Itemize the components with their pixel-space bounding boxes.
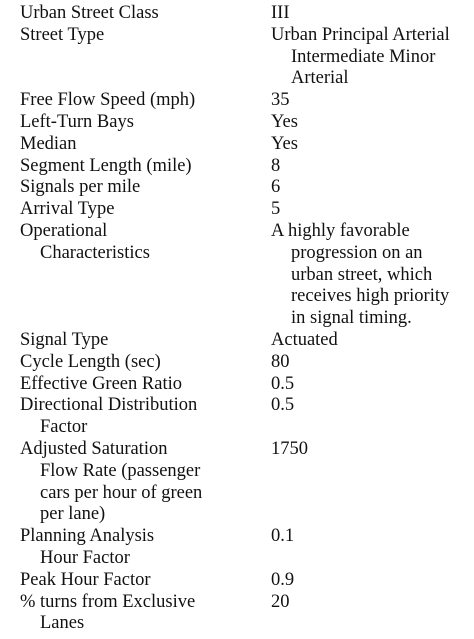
row-label: Effective Green Ratio	[20, 374, 271, 396]
label-line: per lane)	[40, 504, 106, 525]
label-line: Effective Green Ratio	[20, 373, 182, 394]
row-value: Urban Principal Arterial Intermediate Mi…	[271, 25, 470, 90]
row-label: Arrival Type	[20, 199, 271, 221]
value-line: Intermediate Minor	[291, 46, 436, 67]
value-line: 80	[271, 351, 290, 372]
table-row-adjusted-saturation-flow-rate: Adjusted Saturation Flow Rate (passenger…	[20, 439, 470, 526]
value-line: 0.5	[271, 395, 295, 416]
row-value: 35	[271, 90, 470, 112]
label-line: Characteristics	[40, 242, 150, 263]
row-value: 0.1	[271, 526, 470, 548]
value-line: urban street, which	[291, 264, 433, 285]
label-line: Flow Rate (passenger	[40, 460, 201, 481]
label-line: % turns from Exclusive	[20, 591, 196, 612]
label-line: Street Type	[20, 24, 105, 45]
row-value: Actuated	[271, 330, 470, 352]
value-line: A highly favorable	[271, 220, 410, 241]
table-row-street-type: Street Type Urban Principal Arterial Int…	[20, 25, 470, 90]
row-label: Street Type	[20, 25, 271, 47]
table-row-signals-per-mile: Signals per mile 6	[20, 177, 470, 199]
label-line: Signal Type	[20, 329, 109, 350]
value-line: 6	[271, 177, 281, 198]
value-line: III	[271, 3, 290, 23]
row-label: Segment Length (mile)	[20, 156, 271, 178]
value-line: Actuated	[271, 329, 338, 350]
label-line: Signals per mile	[20, 177, 141, 198]
label-line: Cycle Length (sec)	[20, 351, 161, 372]
label-line: Peak Hour Factor	[20, 569, 151, 590]
table-row-urban-street-class: Urban Street Class III	[20, 3, 470, 25]
table-row-median: Median Yes	[20, 134, 470, 156]
row-label: Median	[20, 134, 271, 156]
row-value: Yes	[271, 134, 470, 156]
table-row-signal-type: Signal Type Actuated	[20, 330, 470, 352]
table-row-left-turn-bays: Left-Turn Bays Yes	[20, 112, 470, 134]
label-line: Operational	[20, 220, 108, 241]
row-value: Yes	[271, 112, 470, 134]
table-row-segment-length: Segment Length (mile) 8	[20, 156, 470, 178]
label-line: cars per hour of green	[40, 482, 203, 503]
row-label: Cycle Length (sec)	[20, 352, 271, 374]
row-value: A highly favorable progression on an urb…	[271, 221, 470, 330]
value-line: Yes	[271, 133, 298, 154]
parameter-table: Urban Street Class III Street Type Urban…	[20, 3, 470, 635]
value-line: 8	[271, 155, 281, 176]
table-row-directional-distribution-factor: Directional Distribution Factor 0.5	[20, 395, 470, 439]
row-label: Signal Type	[20, 330, 271, 352]
table-row-effective-green-ratio: Effective Green Ratio 0.5	[20, 374, 470, 396]
row-label: Signals per mile	[20, 177, 271, 199]
row-label: Free Flow Speed (mph)	[20, 90, 271, 112]
table-row-peak-hour-factor: Peak Hour Factor 0.9	[20, 570, 470, 592]
value-line: 0.1	[271, 526, 295, 547]
row-label: Urban Street Class	[20, 3, 271, 25]
value-line: 0.5	[271, 373, 295, 394]
label-line: Median	[20, 133, 77, 154]
label-line: Urban Street Class	[20, 3, 159, 23]
value-line: receives high priority	[291, 286, 450, 307]
label-line: Arrival Type	[20, 199, 115, 220]
table-row-free-flow-speed: Free Flow Speed (mph) 35	[20, 90, 470, 112]
row-value: III	[271, 3, 470, 25]
row-value: 0.5	[271, 395, 470, 417]
row-label: % turns from Exclusive Lanes	[20, 592, 271, 636]
row-value: 0.9	[271, 570, 470, 592]
label-line: Adjusted Saturation	[20, 438, 168, 459]
label-line: Free Flow Speed (mph)	[20, 90, 196, 111]
label-line: Lanes	[40, 613, 85, 634]
value-line: 0.9	[271, 569, 295, 590]
value-line: Urban Principal Arterial	[271, 24, 450, 45]
value-line: Yes	[271, 111, 298, 132]
row-value: 6	[271, 177, 470, 199]
value-line: Arterial	[291, 68, 349, 89]
value-line: 1750	[271, 438, 308, 459]
table-row-planning-analysis-hour-factor: Planning Analysis Hour Factor 0.1	[20, 526, 470, 570]
table-row-turns-from-exclusive-lanes: % turns from Exclusive Lanes 20	[20, 592, 470, 636]
label-line: Planning Analysis	[20, 526, 155, 547]
row-value: 0.5	[271, 374, 470, 396]
label-line: Hour Factor	[40, 547, 130, 568]
row-value: 1750	[271, 439, 470, 461]
value-line: 35	[271, 90, 290, 111]
row-value: 80	[271, 352, 470, 374]
row-label: Adjusted Saturation Flow Rate (passenger…	[20, 439, 271, 526]
row-value: 5	[271, 199, 470, 221]
value-line: progression on an	[291, 242, 423, 263]
value-line: 5	[271, 199, 281, 220]
row-label: Planning Analysis Hour Factor	[20, 526, 271, 570]
label-line: Directional Distribution	[20, 395, 198, 416]
label-line: Factor	[40, 417, 88, 438]
row-label: Left-Turn Bays	[20, 112, 271, 134]
row-label: Peak Hour Factor	[20, 570, 271, 592]
table-row-arrival-type: Arrival Type 5	[20, 199, 470, 221]
row-label: Operational Characteristics	[20, 221, 271, 265]
label-line: Segment Length (mile)	[20, 155, 192, 176]
value-line: 20	[271, 591, 290, 612]
table-row-operational-characteristics: Operational Characteristics A highly fav…	[20, 221, 470, 330]
table-row-cycle-length: Cycle Length (sec) 80	[20, 352, 470, 374]
row-value: 8	[271, 156, 470, 178]
value-line: in signal timing.	[291, 308, 412, 329]
label-line: Left-Turn Bays	[20, 111, 134, 132]
row-value: 20	[271, 592, 470, 614]
row-label: Directional Distribution Factor	[20, 395, 271, 439]
